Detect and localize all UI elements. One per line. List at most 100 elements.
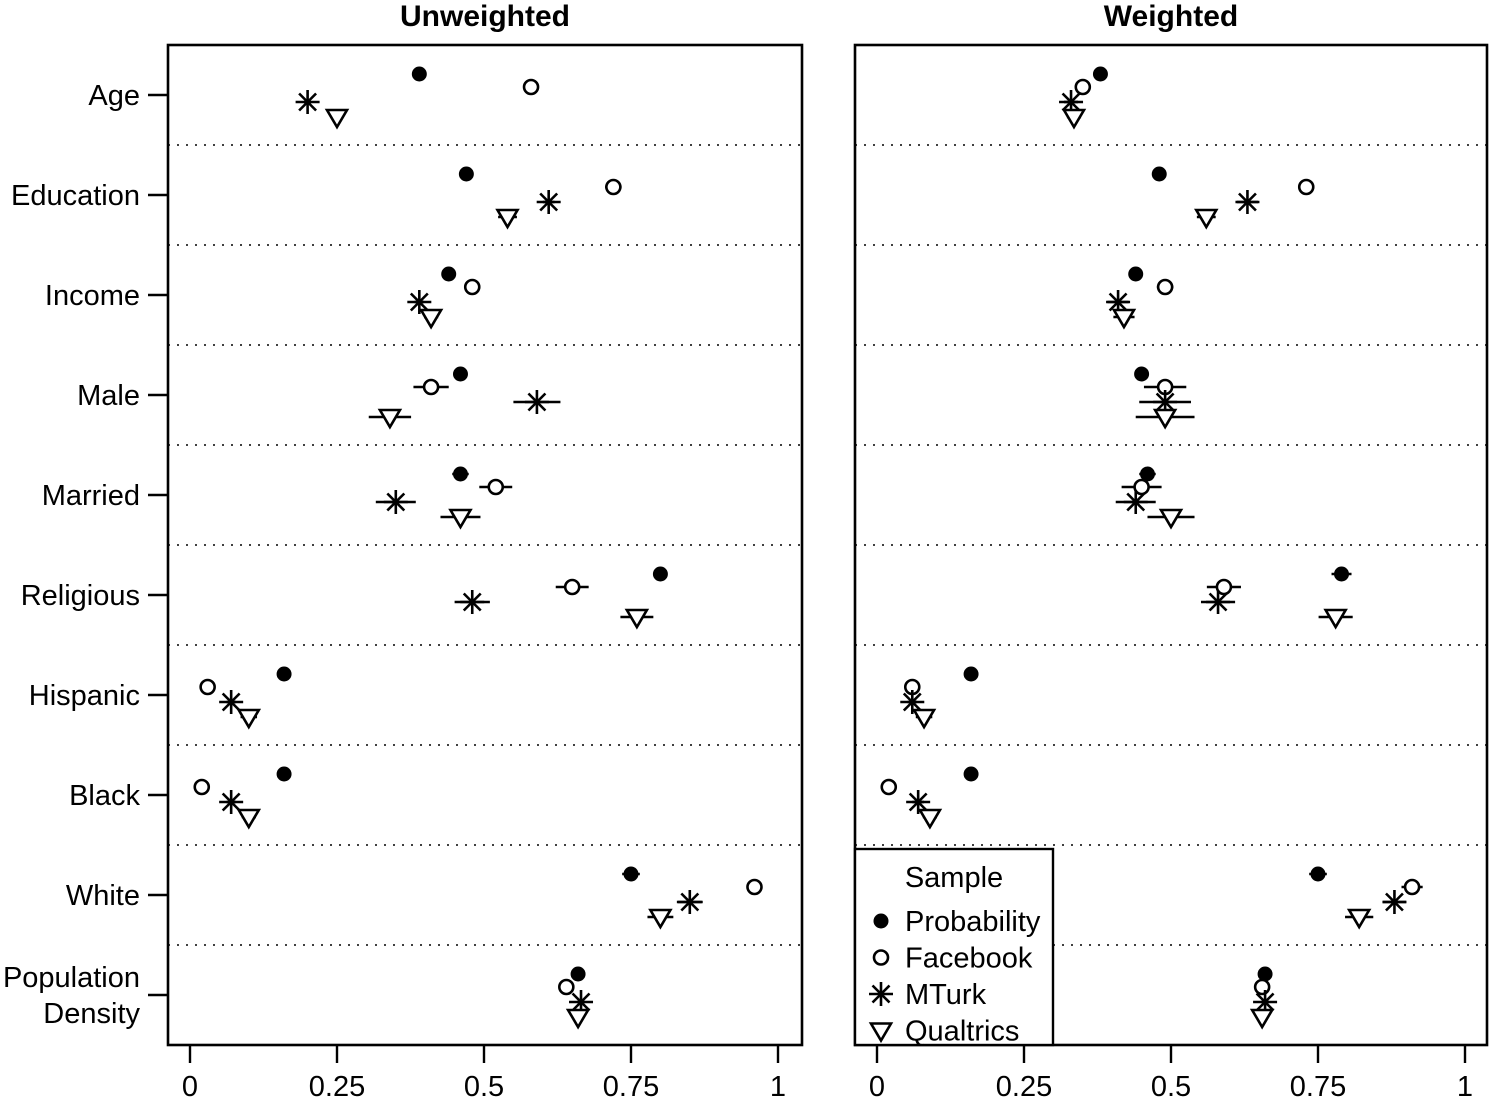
marker-probability-white (623, 866, 639, 882)
marker-qualtrics-education (495, 208, 520, 230)
marker-qualtrics-age (324, 108, 350, 130)
marker-qualtrics-hispanic (911, 708, 937, 730)
marker-qualtrics-black (236, 808, 262, 830)
marker-probability-education (458, 166, 474, 182)
x-axis-tick-label: 0.5 (464, 1071, 504, 1103)
legend-label-probability: Probability (905, 906, 1041, 938)
marker-probability-black (963, 766, 979, 782)
legend-marker-facebook (872, 949, 890, 966)
marker-facebook-education (605, 178, 622, 196)
marker-facebook-population-density (1253, 978, 1271, 996)
legend-box (853, 847, 1055, 1047)
marker-mturk-income (409, 292, 429, 312)
x-axis-tick-label: 0.75 (603, 1071, 659, 1103)
marker-facebook-age (522, 78, 540, 96)
marker-probability-married (1139, 466, 1155, 482)
marker-probability-education (1151, 166, 1167, 182)
legend-label-facebook: Facebook (905, 943, 1033, 975)
legend-label-mturk: MTurk (905, 979, 987, 1011)
legend-label-qualtrics: Qualtrics (905, 1016, 1019, 1048)
marker-facebook-male (422, 378, 440, 396)
x-axis-tick-label: 1 (770, 1071, 786, 1103)
marker-mturk-population-density (1255, 992, 1275, 1012)
marker-probability-male (452, 366, 468, 382)
marker-facebook-religious (563, 578, 581, 596)
marker-probability-black (276, 766, 292, 782)
panel-border-unweighted (166, 43, 804, 1047)
marker-facebook-population-density (558, 978, 575, 996)
marker-mturk-hispanic (902, 692, 922, 712)
marker-probability-male (1134, 366, 1150, 382)
category-label-population-density: Population Density (3, 962, 141, 1030)
marker-mturk-religious (1208, 592, 1228, 612)
marker-facebook-married (487, 478, 505, 496)
legend-marker-qualtrics (868, 1022, 894, 1044)
marker-qualtrics-black (917, 808, 943, 830)
marker-probability-age (1092, 66, 1108, 82)
marker-mturk-population-density (571, 992, 591, 1012)
legend-marker-probability (873, 913, 889, 929)
marker-mturk-white (1385, 892, 1404, 912)
category-label-income: Income (45, 280, 140, 312)
marker-facebook-income (1156, 278, 1174, 296)
marker-facebook-age (1074, 78, 1092, 96)
category-label-black: Black (69, 780, 140, 812)
marker-probability-population-density (1257, 966, 1273, 982)
marker-probability-income (441, 266, 457, 282)
marker-facebook-hispanic (199, 678, 216, 696)
marker-mturk-black (221, 792, 241, 812)
category-label-white: White (66, 880, 140, 912)
marker-mturk-married (386, 492, 406, 512)
marker-facebook-black (880, 778, 898, 796)
marker-qualtrics-age (1061, 108, 1087, 130)
marker-facebook-white (746, 878, 763, 896)
marker-qualtrics-white (1346, 908, 1372, 930)
marker-qualtrics-income (418, 308, 444, 330)
marker-probability-religious (652, 566, 668, 582)
marker-probability-religious (1334, 566, 1350, 582)
marker-qualtrics-population-density (1249, 1008, 1275, 1030)
marker-qualtrics-male (1152, 408, 1178, 430)
panel-title-unweighted: Unweighted (400, 0, 570, 33)
category-label-married: Married (42, 480, 140, 512)
marker-probability-age (411, 66, 427, 82)
marker-qualtrics-income (1111, 308, 1137, 330)
legend-marker-mturk (871, 984, 891, 1004)
marker-mturk-hispanic (221, 692, 241, 712)
marker-qualtrics-married (1158, 508, 1184, 530)
marker-qualtrics-religious (624, 608, 650, 630)
marker-facebook-religious (1215, 578, 1233, 596)
marker-qualtrics-male (377, 408, 403, 430)
marker-facebook-black (193, 778, 211, 796)
category-label-male: Male (77, 380, 140, 412)
panel-border-weighted (853, 43, 1489, 1047)
marker-probability-hispanic (963, 666, 979, 682)
x-axis-tick-label: 0.75 (1290, 1071, 1346, 1103)
marker-mturk-married (1126, 492, 1146, 512)
marker-qualtrics-religious (1323, 608, 1348, 630)
marker-probability-married (452, 466, 468, 482)
marker-qualtrics-white (648, 908, 673, 930)
x-axis-tick-label: 0.5 (1151, 1071, 1191, 1103)
category-label-age: Age (88, 80, 140, 112)
marker-probability-hispanic (276, 666, 292, 682)
x-axis-tick-label: 0 (182, 1071, 198, 1103)
category-label-hispanic: Hispanic (29, 680, 140, 712)
category-label-religious: Religious (21, 580, 140, 612)
marker-mturk-male (1155, 392, 1175, 412)
marker-qualtrics-married (448, 508, 473, 530)
marker-mturk-age (1061, 92, 1081, 112)
panel-title-weighted: Weighted (1103, 0, 1239, 33)
x-axis-tick-label: 0.25 (996, 1071, 1052, 1103)
marker-mturk-religious (462, 592, 482, 612)
marker-probability-income (1128, 266, 1144, 282)
category-label-education: Education (11, 180, 140, 212)
marker-mturk-age (298, 92, 318, 112)
x-axis-tick-label: 1 (1457, 1071, 1473, 1103)
marker-probability-white (1310, 866, 1326, 882)
x-axis-tick-label: 0 (869, 1071, 885, 1103)
marker-mturk-income (1108, 292, 1128, 312)
x-axis-tick-label: 0.25 (309, 1071, 365, 1103)
marker-mturk-education (539, 192, 559, 212)
